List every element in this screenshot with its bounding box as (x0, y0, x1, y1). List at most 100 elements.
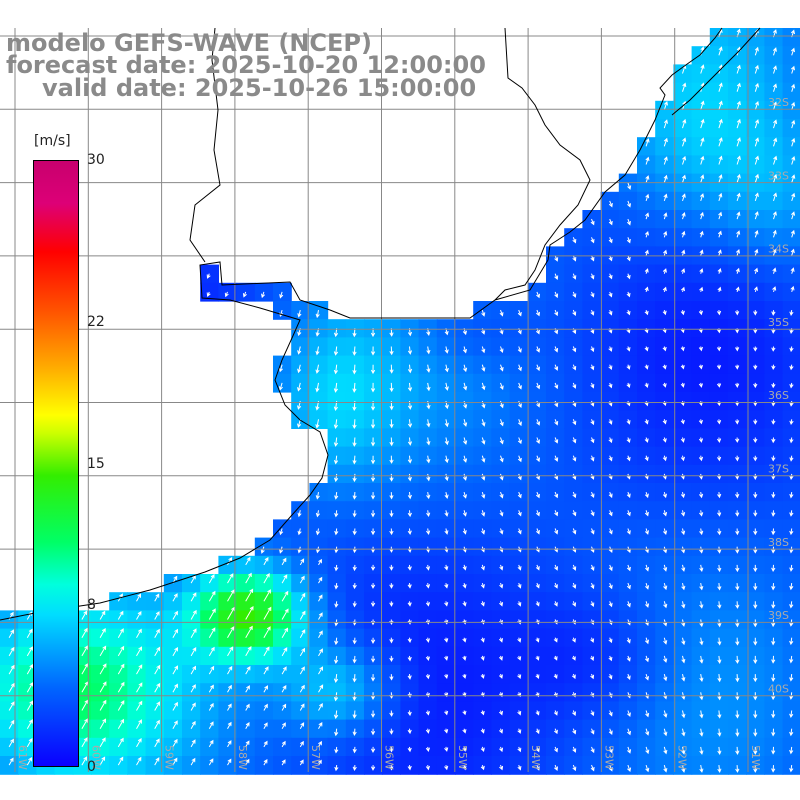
wind-speed-cell (163, 756, 183, 775)
wind-speed-cell (273, 683, 292, 702)
wind-speed-cell (691, 264, 711, 284)
wind-arrow (499, 437, 504, 445)
wind-arrow (663, 212, 668, 220)
wind-arrow (425, 674, 430, 680)
wind-arrow (572, 291, 577, 298)
wind-arrow (608, 491, 613, 499)
wind-arrow (407, 382, 413, 392)
wind-arrow (334, 655, 339, 665)
longitude-label: 55W (456, 745, 469, 770)
wind-arrow (662, 346, 667, 352)
wind-arrow (791, 137, 796, 147)
wind-arrow (681, 564, 686, 572)
wind-arrow (735, 286, 740, 293)
wind-speed-cell (254, 701, 274, 721)
wind-arrow (662, 455, 667, 462)
coastline-segment (189, 27, 221, 263)
wind-arrow (462, 491, 467, 499)
wind-speed-cell (91, 719, 110, 739)
wind-arrow (463, 455, 468, 463)
wind-arrow (317, 759, 322, 766)
wind-arrow (208, 608, 216, 620)
wind-speed-cell (782, 155, 800, 175)
wind-arrow (754, 248, 759, 256)
wind-arrow (736, 118, 741, 129)
wind-arrow (699, 268, 704, 274)
wind-arrow (590, 291, 595, 298)
wind-arrow (735, 637, 740, 646)
wind-arrow (572, 510, 577, 517)
wind-arrow (698, 455, 704, 462)
wind-arrow (208, 646, 215, 657)
wind-arrow (590, 710, 595, 717)
wind-arrow (698, 310, 703, 316)
wind-arrow (554, 510, 559, 517)
wind-arrow (572, 400, 577, 408)
latitude-label: 34S (768, 243, 789, 256)
wind-arrow (8, 719, 15, 729)
wind-arrow (208, 684, 214, 693)
wind-arrow (462, 601, 467, 607)
wind-arrow (608, 637, 613, 644)
wind-arrow (735, 401, 740, 407)
wind-speed-cell (145, 719, 165, 739)
wind-arrow (444, 728, 449, 734)
wind-speed-cell (236, 646, 256, 666)
wind-arrow (753, 746, 758, 755)
wind-arrow (263, 722, 268, 729)
wind-arrow (644, 637, 649, 645)
wind-arrow (407, 346, 413, 355)
wind-arrow (81, 737, 88, 748)
wind-arrow (426, 419, 431, 428)
wind-arrow (608, 764, 613, 772)
wind-arrow (753, 728, 758, 737)
wind-arrow (444, 455, 449, 464)
wind-arrow (680, 286, 685, 293)
wind-arrow (81, 718, 88, 729)
wind-arrow (645, 212, 650, 220)
wind-arrow (208, 627, 216, 638)
wind-arrow (315, 419, 320, 429)
wind-arrow (480, 564, 485, 571)
wind-arrow (263, 589, 271, 602)
wind-arrow (480, 746, 485, 752)
wind-arrow (370, 583, 376, 589)
wind-arrow (462, 746, 467, 752)
wind-speed-cell (764, 282, 784, 302)
wind-arrow (735, 473, 740, 480)
wind-arrow (297, 528, 302, 536)
wind-arrow (662, 437, 667, 443)
wind-arrow (190, 757, 196, 766)
wind-speed-cell (291, 683, 310, 702)
wind-arrow (499, 564, 504, 571)
wind-arrow (370, 655, 376, 663)
wind-arrow (735, 346, 740, 352)
wind-arrow (333, 710, 339, 720)
wind-arrow (444, 601, 449, 607)
wind-arrow (662, 309, 667, 316)
wind-arrow (682, 118, 687, 129)
wind-speed-cell (764, 100, 784, 120)
wind-arrow (499, 419, 504, 427)
wind-speed-cell (746, 210, 765, 229)
wind-speed-cell (0, 737, 19, 757)
wind-speed-cell (309, 719, 329, 739)
wind-arrow (736, 100, 741, 111)
wind-arrow (499, 491, 504, 499)
wind-speed-cell (18, 701, 37, 721)
wind-speed-cell (273, 756, 292, 775)
wind-arrow (626, 510, 631, 517)
wind-arrow (26, 628, 33, 638)
wind-arrow (224, 291, 229, 298)
wind-arrow (190, 720, 196, 729)
wind-arrow (227, 589, 235, 602)
wind-arrow (789, 492, 794, 499)
wind-arrow (370, 601, 376, 608)
wind-arrow (626, 655, 631, 662)
wind-arrow (444, 364, 449, 373)
wind-speed-cell (254, 646, 274, 666)
wind-arrow (334, 637, 339, 646)
wind-arrow (481, 510, 486, 517)
wind-speed-cell (200, 701, 219, 721)
wind-arrow (717, 765, 722, 774)
